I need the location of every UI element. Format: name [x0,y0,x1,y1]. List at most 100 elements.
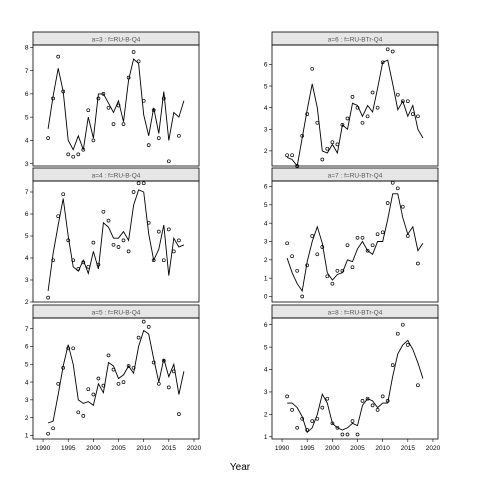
y-tick-label: 3 [25,161,29,168]
panel-frame [32,44,200,167]
observed-point [405,99,410,104]
observed-point [151,258,156,263]
x-tick-label: 1995 [61,445,76,452]
observed-point [350,265,355,270]
panel-3: a=4 : f=RU-B-Q4 2 3 4 5 6 7 [25,167,200,306]
observed-point [131,190,136,194]
observed-point [111,242,116,247]
observed-point [315,252,320,257]
observed-point [66,346,71,351]
observed-point [335,142,340,147]
observed-point [106,218,111,223]
y-tick-label: 7 [25,189,29,196]
observed-point [300,294,305,299]
observed-point [360,120,365,125]
observed-point [136,335,141,340]
observed-point [310,66,315,71]
observed-point [66,152,71,157]
observed-point [146,220,151,225]
y-tick-label: 6 [264,322,268,329]
observed-point [395,186,400,191]
observed-point [146,325,151,329]
y-tick-label: 2 [25,415,29,422]
observed-point [171,249,176,254]
observed-point [121,238,126,243]
y-tick-label: 5 [25,114,29,121]
x-tick-label: 2005 [111,445,126,452]
observed-point [315,416,320,421]
fitted-line [47,58,185,151]
panel-grid: a=3 : f=RU-B-Q4 3 4 5 6 7 8 a=6 : f=RU-BTr-Q4 2 3… [25,31,441,452]
observed-point [340,268,345,273]
y-tick-label: 4 [25,379,29,386]
observed-point [156,136,161,140]
panel-strip-label: a=8 : f=RU-BTr-Q4 [328,310,383,317]
fitted-line [47,189,185,292]
y-tick-label: 2 [264,148,268,155]
y-tick-label: 3 [25,277,29,284]
observed-point [116,103,121,108]
observed-point [146,143,151,147]
y-tick-label: 4 [264,220,268,227]
observed-point [166,227,171,232]
observed-point [325,146,330,151]
y-tick-label: 2 [25,299,29,306]
observed-point [106,353,111,358]
observed-point [360,235,365,240]
y-tick-label: 1 [264,275,268,282]
x-tick-label: 2000 [86,445,101,452]
y-tick-label: 4 [25,255,29,262]
observed-point [410,112,415,116]
panel-frame [32,180,200,303]
panel-frame [32,317,200,440]
observed-point [380,60,385,65]
observed-point [295,268,300,273]
y-tick-label: 4 [264,367,268,374]
observed-point [136,59,141,64]
observed-point [305,428,310,432]
observed-point [355,235,360,240]
y-tick-label: 5 [25,233,29,240]
observed-point [335,268,340,273]
observed-point [101,383,106,388]
observed-point [385,47,390,52]
observed-point [375,408,380,412]
x-tick-label: 2010 [375,445,390,452]
x-tick-label: 2000 [325,445,340,452]
panel-strip-label: a=6 : f=RU-BTr-Q4 [328,37,383,44]
observed-point [46,431,50,436]
panel-4: a=7 : f=RU-BTr-Q4 0 1 2 3 4 5 6 [264,167,439,303]
observed-point [141,98,146,103]
observed-point [91,240,96,245]
y-tick-label: 6 [25,344,29,351]
observed-point [285,153,289,158]
y-tick-label: 3 [264,126,268,133]
observed-point [325,274,330,279]
observed-point [395,331,400,336]
observed-point [320,157,325,162]
observed-point [295,164,300,168]
observed-point [101,92,106,96]
observed-point [61,89,66,94]
y-tick-label: 4 [25,138,29,145]
observed-point [126,364,131,368]
observed-point [51,96,55,101]
panel-5: a=5 : f=RU-B-Q4 1 2 3 4 5 6 7 1990 1995 2000 2005 20… [25,304,202,452]
observed-point [360,399,365,403]
observed-point [345,432,350,437]
panel-strip-label: a=4 : f=RU-B-Q4 [92,173,141,180]
observed-point [385,201,390,205]
observed-point [330,140,335,145]
observed-point [81,147,86,152]
observed-point [71,258,76,263]
y-tick-label: 5 [25,361,29,368]
observed-point [310,419,315,423]
y-tick-label: 2 [264,257,268,264]
observed-point [365,396,370,401]
observed-point [161,258,166,263]
observed-point [166,159,171,164]
observed-point [345,116,350,121]
observed-point [91,138,96,143]
y-tick-label: 5 [264,83,268,90]
